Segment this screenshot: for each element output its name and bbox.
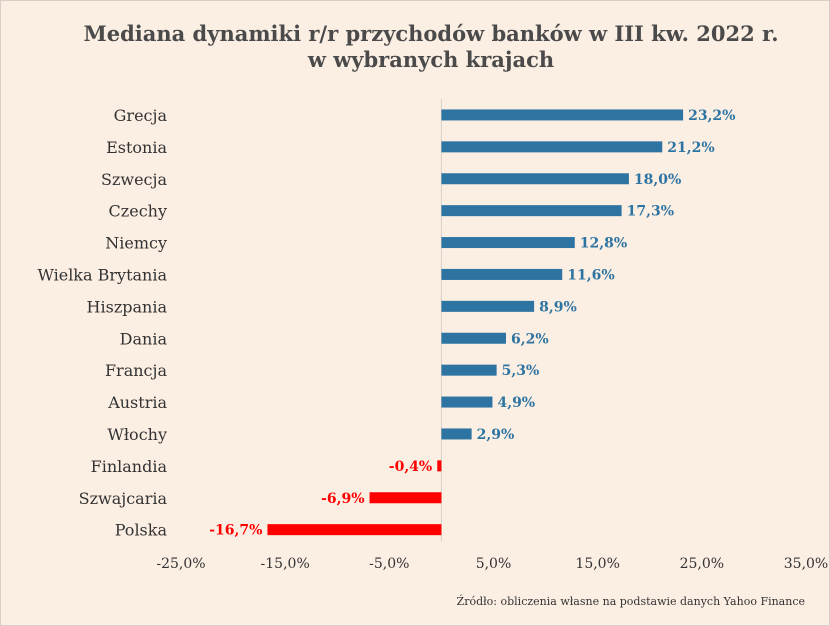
category-label: Grecja — [114, 106, 168, 125]
bar — [441, 109, 684, 121]
bar — [441, 300, 535, 312]
data-label: 5,3% — [502, 363, 540, 379]
data-label: 2,9% — [477, 427, 515, 443]
data-label: 8,9% — [539, 299, 577, 315]
bar — [441, 268, 563, 280]
x-tick-label: 35,0% — [784, 556, 828, 572]
category-label: Francja — [105, 361, 168, 380]
data-label: -6,9% — [321, 491, 364, 507]
data-label: 12,8% — [580, 236, 627, 252]
chart-title: Mediana dynamiki r/r przychodów banków w… — [1, 21, 830, 73]
category-label: Szwecja — [101, 170, 167, 189]
bar — [441, 173, 629, 185]
x-tick-label: 25,0% — [680, 556, 724, 572]
category-label: Włochy — [107, 425, 167, 444]
bar — [441, 205, 622, 217]
category-label: Finlandia — [91, 457, 168, 476]
category-label: Polska — [115, 521, 168, 540]
source-note: Źródło: obliczenia własne na podstawie d… — [456, 595, 805, 608]
data-label: 17,3% — [627, 204, 674, 220]
bar-negative — [369, 492, 442, 504]
bar-negative — [267, 524, 442, 536]
x-tick-label: -15,0% — [261, 556, 310, 572]
data-label: 6,2% — [511, 331, 549, 347]
bar — [441, 428, 472, 440]
x-tick-label: -5,0% — [369, 556, 409, 572]
category-label: Wielka Brytania — [37, 265, 167, 284]
data-label: -0,4% — [389, 459, 432, 475]
category-label: Niemcy — [105, 234, 167, 253]
x-tick-label: -25,0% — [156, 556, 205, 572]
category-label: Austria — [107, 393, 167, 412]
x-tick-label: 15,0% — [575, 556, 619, 572]
data-label: 21,2% — [667, 140, 714, 156]
data-label: -16,7% — [209, 523, 262, 539]
bar — [441, 332, 506, 344]
category-label: Dania — [120, 329, 168, 348]
data-label: 4,9% — [497, 395, 535, 411]
x-tick-label: 5,0% — [476, 556, 512, 572]
bar-chart: Grecja 23,2% Estonia 21,2% Szwecja 18,0% Czech… — [37, 99, 828, 572]
category-label: Hiszpania — [87, 297, 168, 316]
data-label: 18,0% — [634, 172, 681, 188]
bar — [441, 141, 663, 153]
bar — [441, 237, 575, 249]
category-label: Czechy — [109, 202, 167, 221]
category-label: Estonia — [106, 138, 167, 157]
chart-title-line-2: w wybranych krajach — [307, 47, 555, 72]
data-label: 23,2% — [688, 108, 735, 124]
category-label: Szwajcaria — [79, 489, 168, 508]
chart-title-line-1: Mediana dynamiki r/r przychodów banków w… — [83, 21, 779, 46]
bar — [441, 364, 497, 376]
data-label: 11,6% — [567, 267, 614, 283]
bar — [441, 396, 493, 408]
bar-negative — [437, 460, 442, 472]
